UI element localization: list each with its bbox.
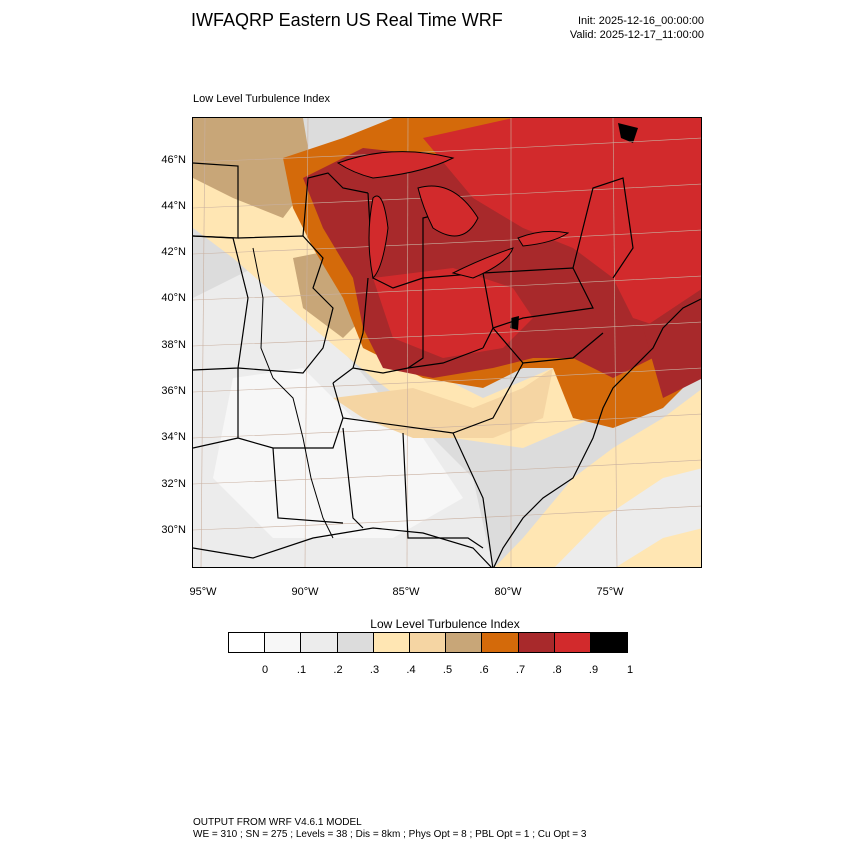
lat-label-32: 32°N xyxy=(161,478,186,490)
colorbar-tick-label: .5 xyxy=(442,664,453,676)
field-zone-darkred-ocean xyxy=(643,289,701,398)
chart-title: IWFAQRP Eastern US Real Time WRF xyxy=(191,10,503,30)
colorbar-swatch-7 xyxy=(482,633,519,652)
coastline xyxy=(493,298,701,567)
colorbar-tick-label: .6 xyxy=(479,664,489,676)
colorbar-swatch-10 xyxy=(590,633,628,652)
field-zone-tan-north xyxy=(193,118,313,218)
colorbar-swatch-8 xyxy=(518,633,555,652)
field-zone-min xyxy=(213,368,463,538)
colorbar-swatch-5 xyxy=(409,633,447,652)
colorbar-swatch-1 xyxy=(265,633,302,652)
lat-label-30: 30°N xyxy=(161,524,186,536)
lat-label-44: 44°N xyxy=(161,200,186,212)
gulf-coastline xyxy=(193,527,492,567)
colorbar-tick-label: .9 xyxy=(588,664,599,676)
lon-label-80: 80°W xyxy=(494,586,522,598)
colorbar-tick-label: .2 xyxy=(333,664,343,676)
field-zone-red-northeast xyxy=(423,118,701,328)
lon-label-90: 90°W xyxy=(291,586,319,598)
map-plot xyxy=(192,117,702,568)
field-zone-black xyxy=(618,123,638,143)
state-boundaries xyxy=(193,162,634,567)
lat-label-36: 36°N xyxy=(161,385,186,397)
valid-time: Valid: 2025-12-17_11:00:00 xyxy=(569,29,704,41)
lat-label-42: 42°N xyxy=(161,246,186,258)
init-time: Init: 2025-12-16_00:00:00 xyxy=(578,15,704,27)
colorbar-title: Low Level Turbulence Index xyxy=(370,617,520,631)
colorbar-swatch-0 xyxy=(229,633,266,652)
lat-label-46: 46°N xyxy=(161,154,186,166)
colorbar-tick-label: .4 xyxy=(406,664,416,676)
turbulence-field-map xyxy=(193,118,701,567)
lat-label-40: 40°N xyxy=(161,292,186,304)
model-info-line2: WE = 310 ; SN = 275 ; Levels = 38 ; Dis … xyxy=(193,829,587,840)
colorbar-tick-label: .7 xyxy=(515,664,526,676)
colorbar-swatch-6 xyxy=(446,633,483,652)
colorbar-swatch-9 xyxy=(554,633,591,652)
mississippi-river xyxy=(252,247,334,539)
great-lakes xyxy=(336,151,570,280)
field-zone-ocean-tan-south xyxy=(616,528,701,567)
colorbar-tick-label: .8 xyxy=(552,664,562,676)
lon-label-85: 85°W xyxy=(392,586,420,598)
colorbar-swatch-3 xyxy=(337,633,374,652)
model-info-line1: OUTPUT FROM WRF V4.6.1 MODEL xyxy=(193,817,362,828)
lon-label-75: 75°W xyxy=(596,586,624,598)
colorbar-tick-label: 0 xyxy=(261,664,269,676)
model-info: OUTPUT FROM WRF V4.6.1 MODEL WE = 310 ; … xyxy=(193,817,586,841)
field-zone-black-2 xyxy=(510,316,519,330)
map-subtitle: Low Level Turbulence Index xyxy=(193,93,330,105)
lat-label-34: 34°N xyxy=(161,431,186,443)
colorbar-tick-label: .3 xyxy=(369,664,380,676)
colorbar-tick-label: .1 xyxy=(296,664,307,676)
colorbar-swatch-4 xyxy=(373,633,410,652)
colorbar xyxy=(228,632,629,653)
colorbar-swatch-2 xyxy=(301,633,338,652)
field-zone-tan-light xyxy=(333,368,553,438)
lat-label-38: 38°N xyxy=(161,339,186,351)
lon-label-95: 95°W xyxy=(189,586,217,598)
colorbar-tick-label: 1 xyxy=(626,664,634,676)
